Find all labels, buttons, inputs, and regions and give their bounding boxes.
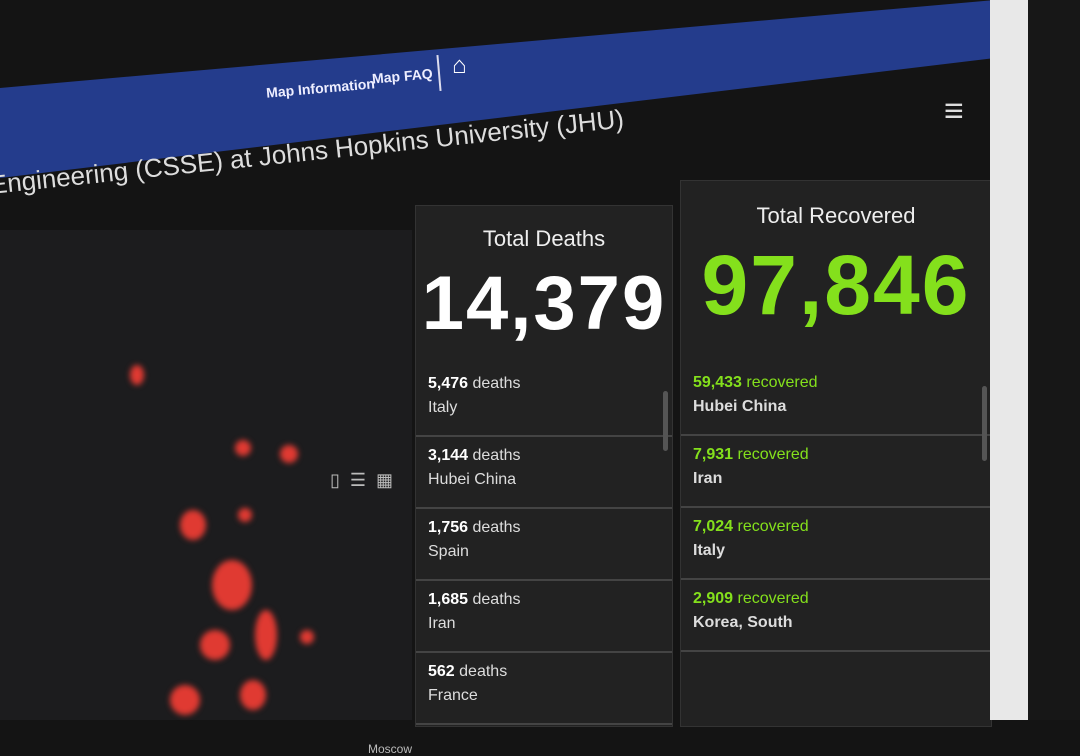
map-label: Moscow — [368, 742, 413, 756]
list-item[interactable]: 7,024 recovered Italy — [681, 508, 991, 580]
count: 1,685 — [428, 591, 469, 608]
place: Iran — [428, 615, 456, 632]
count: 5,476 — [428, 375, 469, 392]
scrollbar[interactable] — [982, 386, 987, 461]
count: 2,909 — [693, 590, 734, 607]
total-recovered-panel: Total Recovered 97,846 59,433 recovered H… — [680, 180, 992, 727]
list-item[interactable]: 2,909 recovered Korea, South — [681, 580, 991, 652]
map[interactable]: ▯☰▦ Moscow — [0, 230, 412, 756]
place: Italy — [693, 542, 726, 559]
unit: recovered — [737, 518, 809, 535]
home-icon[interactable]: ⌂ — [452, 52, 467, 79]
deaths-total: 14,379 — [421, 261, 667, 346]
unit: recovered — [746, 374, 818, 391]
list-item[interactable]: 1,756 deaths Spain — [416, 509, 672, 581]
unit: deaths — [472, 519, 521, 536]
deaths-title: Total Deaths — [482, 226, 606, 251]
map-marker[interactable] — [255, 610, 277, 660]
count: 7,931 — [693, 446, 734, 463]
list-item[interactable]: 7,931 recovered Iran — [681, 436, 991, 508]
place: Korea, South — [693, 614, 793, 631]
unit: deaths — [472, 591, 521, 608]
map-marker[interactable] — [300, 630, 314, 644]
map-marker[interactable] — [170, 685, 200, 715]
map-marker[interactable] — [130, 365, 144, 385]
place: Iran — [693, 470, 723, 487]
count: 7,024 — [693, 518, 734, 535]
total-deaths-panel: Total Deaths 14,379 5,476 deaths Italy 3,… — [415, 205, 673, 727]
count: 3,144 — [428, 447, 469, 464]
place: Spain — [428, 543, 469, 560]
map-marker[interactable] — [200, 630, 230, 660]
count: 59,433 — [693, 374, 742, 391]
map-marker[interactable] — [240, 680, 266, 710]
recovered-total: 97,846 — [701, 238, 971, 332]
background-edge — [1028, 0, 1080, 720]
unit: deaths — [472, 447, 521, 464]
place: Italy — [428, 399, 458, 416]
map-marker[interactable] — [238, 508, 252, 522]
recovered-title: Total Recovered — [756, 203, 916, 228]
unit: recovered — [737, 590, 809, 607]
count: 1,756 — [428, 519, 469, 536]
list-item[interactable]: 59,433 recovered Hubei China — [681, 364, 991, 436]
scrollbar[interactable] — [663, 391, 668, 451]
map-marker[interactable] — [235, 440, 251, 456]
map-tools[interactable]: ▯☰▦ — [330, 470, 404, 490]
map-marker[interactable] — [180, 510, 206, 540]
unit: deaths — [459, 663, 508, 680]
place: France — [428, 687, 478, 704]
list-item[interactable]: 3,144 deaths Hubei China — [416, 437, 672, 509]
place: Hubei China — [693, 398, 787, 415]
hamburger-menu-icon[interactable]: ≡ — [944, 92, 964, 130]
count: 562 — [428, 663, 455, 680]
list-item[interactable]: 562 deaths France — [416, 653, 672, 725]
map-marker[interactable] — [280, 445, 298, 463]
list-item[interactable]: 1,685 deaths Iran — [416, 581, 672, 653]
unit: recovered — [737, 446, 809, 463]
list-item[interactable]: 5,476 deaths Italy — [416, 365, 672, 437]
map-marker[interactable] — [212, 560, 252, 610]
monitor-bezel — [990, 0, 1028, 720]
unit: deaths — [472, 375, 521, 392]
place: Hubei China — [428, 471, 517, 488]
